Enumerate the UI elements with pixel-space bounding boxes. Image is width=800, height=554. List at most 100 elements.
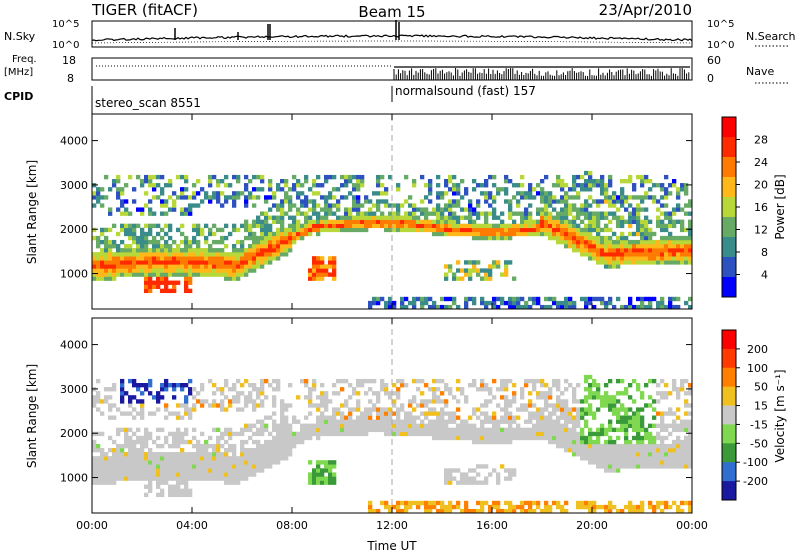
velocity-cell [540,395,545,400]
velocity-cell [304,395,309,400]
velocity-cell [184,431,189,437]
velocity-cell [148,488,153,493]
velocity-cell [392,427,397,433]
velocity-cell [328,472,333,477]
power-cell [316,215,321,220]
velocity-cell [604,448,609,453]
velocity-cell [684,456,689,461]
velocity-cell [144,464,149,469]
power-cell [488,264,493,269]
power-cell [108,276,113,281]
velocity-cell [116,456,121,461]
power-cell [96,256,101,261]
power-cell [452,183,457,188]
power-cell [332,272,337,277]
power-cell [416,207,421,212]
power-cell [444,223,449,229]
power-cell [284,239,289,245]
power-cell [160,235,165,241]
power-cell [520,183,525,188]
power-cell [160,272,165,277]
velocity-cell [552,383,557,388]
power-cell [500,300,505,306]
power-cell [520,296,525,302]
velocity-cell [660,464,665,469]
power-cell [256,252,261,257]
power-cell [596,235,601,241]
power-cell [544,215,549,220]
power-cell [108,239,113,245]
velocity-cell [492,395,497,400]
power-cell [156,276,161,281]
velocity-cell [440,427,445,433]
velocity-cell [532,383,537,388]
power-cell [160,203,165,208]
velocity-cell [116,431,121,437]
velocity-cell [236,399,241,404]
power-cell [148,268,153,273]
velocity-cell [580,443,585,449]
power-cell [588,235,593,241]
velocity-cell [232,383,237,388]
velocity-cell [504,387,509,392]
velocity-cell [104,464,109,469]
velocity-cell [616,456,621,461]
velocity-cell [688,423,693,428]
velocity-cell [612,456,617,461]
power-cell [564,203,569,208]
power-cell [124,183,129,188]
velocity-cell [464,419,469,424]
power-cell [576,211,581,216]
power-cell [420,304,425,310]
velocity-cell [536,419,541,424]
velocity-cell [284,403,289,408]
power-cell [412,227,417,233]
power-cell [304,195,309,200]
power-cell [340,195,345,200]
velocity-cell [120,411,125,416]
power-cell [556,199,561,204]
velocity-cell [444,476,449,481]
velocity-cell [260,468,265,473]
velocity-cell [456,387,461,392]
power-cell [676,256,681,261]
power-cell [560,195,565,200]
velocity-cell [104,468,109,473]
power-cell [668,191,673,196]
power-cell [676,235,681,241]
power-cell [580,203,585,208]
velocity-cell [180,468,185,473]
power-cell [204,252,209,257]
velocity-cell [352,427,357,433]
velocity-cell [564,378,569,384]
velocity-cell [680,439,685,445]
power-cell [644,195,649,200]
power-cell [584,187,589,192]
power-cell [384,191,389,196]
velocity-cell [660,419,665,424]
power-cell [324,264,329,269]
velocity-cell [440,419,445,424]
power-cell [264,227,269,233]
power-cell [644,174,649,180]
velocity-cell [92,403,97,408]
power-cell [320,276,325,281]
velocity-cell [544,423,549,428]
power-cell [252,235,257,241]
power-cell [680,219,685,224]
power-cell [148,284,153,289]
power-cell [280,215,285,220]
velocity-cell [92,439,97,445]
power-cell [296,219,301,224]
velocity-cell [96,448,101,453]
velocity-cell [216,387,221,392]
power-cell [520,227,525,233]
velocity-cell [164,403,169,408]
velocity-cell [480,480,485,485]
power-cell [212,252,217,257]
velocity-cell [204,472,209,477]
power-cell [132,235,137,241]
velocity-cell [244,399,249,404]
velocity-cell [112,480,117,485]
velocity-cell [572,431,577,437]
